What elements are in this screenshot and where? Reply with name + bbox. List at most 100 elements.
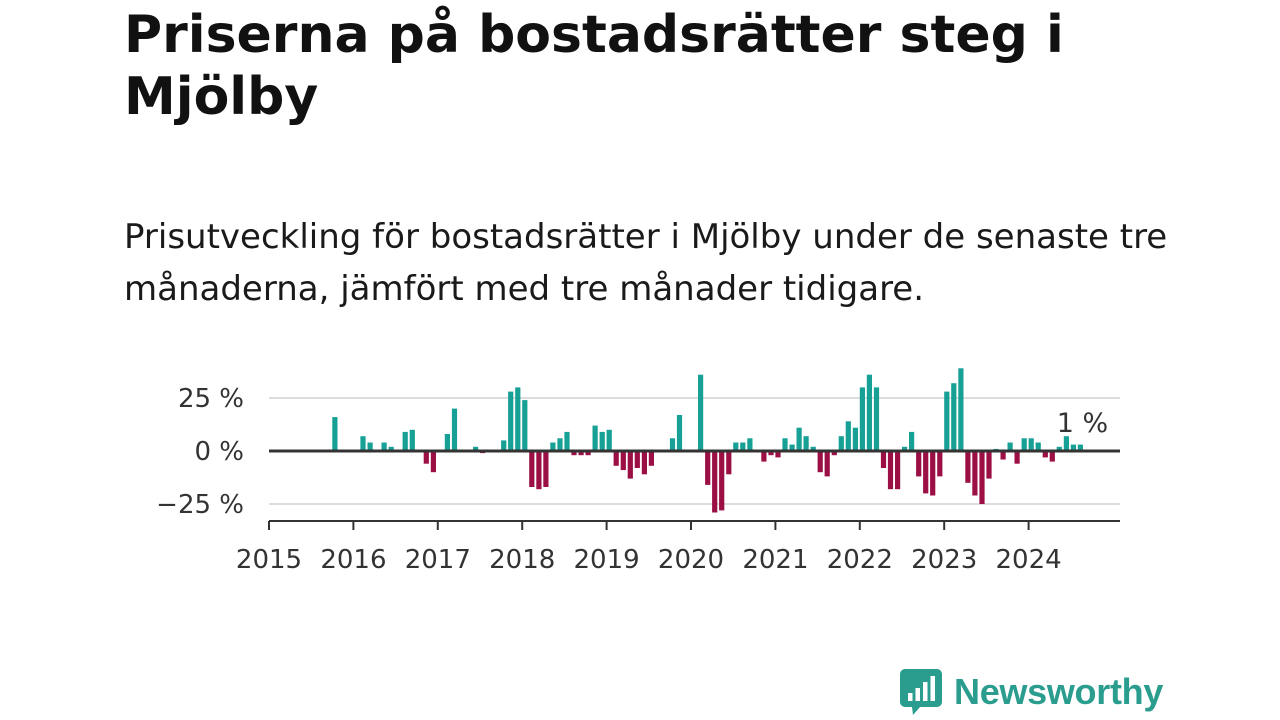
bar: [676, 415, 683, 451]
bar: [852, 427, 858, 451]
bar: [1035, 442, 1041, 451]
bar: [761, 451, 767, 462]
bar: [965, 451, 971, 483]
bar: [571, 451, 577, 456]
bar: [866, 374, 872, 451]
bar: [909, 431, 915, 451]
bar: [958, 368, 964, 451]
bar: [592, 425, 598, 451]
bar: [402, 431, 408, 451]
bar: [599, 431, 605, 451]
bar: [508, 391, 514, 451]
bar: [937, 451, 943, 477]
bar: [817, 451, 823, 473]
bar: [423, 451, 429, 464]
axes: 25 % 0 % −25 % 2015 2016 2017 2018 2019 2020 2021…: [156, 384, 1120, 575]
bar: [501, 440, 507, 451]
bar: [388, 446, 394, 451]
bar: [444, 434, 450, 451]
bar: [578, 451, 584, 456]
bar: [747, 438, 753, 451]
x-tick-label: 2023: [911, 545, 977, 575]
bar: [564, 431, 570, 451]
y-tick-label: −25 %: [156, 490, 244, 520]
bar: [634, 451, 640, 468]
bar: [859, 387, 865, 451]
bar: [873, 387, 880, 451]
bar: [1000, 451, 1006, 460]
bar: [895, 451, 901, 490]
chart-subtitle: Prisutveckling för bostadsrätter i Mjölb…: [124, 217, 1168, 309]
bar: [1021, 438, 1027, 451]
bar: [627, 451, 633, 479]
bar: [1056, 446, 1062, 451]
bar: [986, 451, 992, 479]
bar: [930, 451, 936, 496]
bar: [979, 451, 985, 504]
bar: [789, 444, 795, 451]
bar: [557, 438, 563, 451]
bar: [1014, 451, 1020, 464]
y-tick-label: 0 %: [194, 437, 244, 467]
bar: [712, 451, 718, 513]
bar: [944, 391, 950, 451]
bar: [367, 442, 373, 451]
newsworthy-logo-icon: [900, 669, 942, 715]
bar: [543, 451, 549, 487]
bar: [1042, 451, 1048, 458]
bar: [796, 427, 802, 451]
bar: [473, 446, 479, 451]
bar: [880, 451, 887, 468]
bar: [923, 451, 929, 494]
bar: [381, 442, 387, 451]
bar: [1063, 436, 1069, 451]
bar: [620, 451, 626, 471]
gridlines: [269, 397, 1120, 505]
bar: [803, 436, 809, 451]
bar: [536, 451, 542, 490]
chart-title: Priserna på bostadsrätter steg i Mjölby: [124, 5, 1064, 127]
x-tick-label: 2019: [574, 545, 640, 575]
bar: [845, 421, 851, 451]
bar: [782, 438, 788, 451]
x-tick-label: 2016: [320, 545, 386, 575]
bar: [1070, 444, 1076, 451]
x-tick-label: 2021: [742, 545, 808, 575]
bar: [430, 451, 436, 473]
bar: [641, 451, 647, 475]
bar: [768, 451, 774, 456]
bar: [1007, 442, 1013, 451]
bar: [705, 451, 711, 485]
bar: [613, 451, 619, 466]
bar: [951, 383, 957, 451]
bar: [775, 451, 781, 458]
bar: [360, 436, 366, 451]
newsworthy-logo[interactable]: Newsworthy: [900, 668, 1163, 716]
bar: [1049, 451, 1055, 462]
bar: [529, 451, 535, 487]
bar: [902, 446, 908, 451]
bar: [515, 387, 521, 451]
bar: [824, 451, 830, 477]
bar: [332, 417, 338, 451]
x-tick-label: 2015: [236, 545, 302, 575]
bar: [726, 451, 732, 475]
x-tick-label: 2018: [489, 545, 555, 575]
brand-name: Newsworthy: [954, 671, 1164, 712]
x-tick-label: 2024: [996, 545, 1062, 575]
bar: [719, 451, 725, 511]
x-tick-label: 2022: [827, 545, 893, 575]
bar: [550, 442, 556, 451]
bar: [1077, 444, 1083, 451]
bar: [606, 429, 612, 451]
bar: [451, 408, 458, 451]
bars: [332, 368, 1083, 513]
bar: [916, 451, 922, 477]
bar: [585, 451, 591, 456]
bar: [669, 438, 676, 451]
x-tick-label: 2020: [658, 545, 724, 575]
bar: [831, 451, 837, 456]
bar: [740, 442, 746, 451]
bar: [648, 451, 654, 466]
